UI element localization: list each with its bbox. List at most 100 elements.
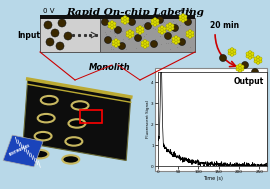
Circle shape bbox=[233, 52, 236, 55]
Circle shape bbox=[46, 38, 54, 46]
Circle shape bbox=[146, 44, 149, 47]
Circle shape bbox=[156, 22, 159, 25]
Circle shape bbox=[137, 26, 143, 33]
Circle shape bbox=[241, 61, 248, 68]
Circle shape bbox=[188, 35, 192, 38]
X-axis label: Time (s): Time (s) bbox=[203, 176, 222, 181]
Circle shape bbox=[121, 17, 124, 20]
Circle shape bbox=[220, 54, 227, 61]
Circle shape bbox=[174, 36, 178, 39]
Circle shape bbox=[236, 68, 239, 71]
Circle shape bbox=[254, 57, 257, 60]
Circle shape bbox=[177, 40, 180, 43]
Circle shape bbox=[156, 19, 159, 22]
Circle shape bbox=[58, 19, 66, 27]
Circle shape bbox=[187, 30, 194, 37]
Circle shape bbox=[228, 49, 231, 52]
Circle shape bbox=[44, 21, 52, 29]
Text: Monolith: Monolith bbox=[89, 63, 131, 72]
Circle shape bbox=[256, 61, 259, 64]
Circle shape bbox=[126, 31, 129, 34]
Circle shape bbox=[146, 41, 149, 44]
Circle shape bbox=[256, 56, 259, 59]
Circle shape bbox=[168, 28, 172, 31]
Circle shape bbox=[191, 34, 194, 37]
Bar bbox=[155, 68, 267, 171]
Circle shape bbox=[178, 39, 185, 46]
Circle shape bbox=[167, 23, 174, 30]
Circle shape bbox=[236, 65, 239, 68]
Circle shape bbox=[129, 19, 136, 26]
Circle shape bbox=[114, 26, 122, 33]
Circle shape bbox=[179, 18, 182, 21]
Circle shape bbox=[184, 18, 187, 21]
Circle shape bbox=[151, 19, 154, 22]
Circle shape bbox=[188, 30, 192, 33]
Circle shape bbox=[151, 22, 154, 25]
Text: + V: + V bbox=[179, 8, 192, 14]
Circle shape bbox=[122, 16, 129, 23]
Circle shape bbox=[230, 48, 234, 51]
Circle shape bbox=[237, 64, 244, 71]
Text: 0 V: 0 V bbox=[43, 8, 55, 14]
Circle shape bbox=[102, 19, 109, 26]
Polygon shape bbox=[3, 135, 43, 167]
Circle shape bbox=[238, 69, 242, 72]
Bar bbox=[100, 18, 195, 52]
Circle shape bbox=[163, 27, 166, 30]
Circle shape bbox=[131, 34, 134, 37]
Circle shape bbox=[126, 34, 129, 37]
Circle shape bbox=[180, 15, 187, 22]
Circle shape bbox=[131, 31, 134, 34]
Circle shape bbox=[104, 36, 112, 43]
Circle shape bbox=[247, 51, 254, 59]
Circle shape bbox=[126, 17, 129, 20]
Circle shape bbox=[164, 33, 171, 40]
Circle shape bbox=[158, 27, 161, 30]
Circle shape bbox=[259, 57, 262, 60]
Circle shape bbox=[255, 57, 262, 64]
Circle shape bbox=[228, 52, 231, 55]
Circle shape bbox=[251, 52, 254, 55]
Text: Output: Output bbox=[234, 77, 264, 86]
Circle shape bbox=[144, 22, 151, 29]
Circle shape bbox=[64, 32, 72, 40]
Circle shape bbox=[168, 22, 172, 26]
Text: Rapid On-chip Labeling: Rapid On-chip Labeling bbox=[66, 8, 204, 17]
Circle shape bbox=[184, 19, 191, 26]
Circle shape bbox=[238, 64, 242, 67]
Circle shape bbox=[241, 68, 244, 71]
Circle shape bbox=[119, 43, 126, 50]
Circle shape bbox=[233, 49, 236, 52]
Circle shape bbox=[166, 24, 169, 27]
Circle shape bbox=[153, 18, 157, 21]
Circle shape bbox=[158, 26, 166, 33]
Circle shape bbox=[158, 30, 161, 33]
Circle shape bbox=[184, 15, 187, 18]
Circle shape bbox=[114, 39, 118, 42]
Circle shape bbox=[172, 37, 175, 40]
Y-axis label: Fluorescent Signal: Fluorescent Signal bbox=[146, 100, 150, 138]
Bar bbox=[40, 15, 195, 19]
Circle shape bbox=[117, 40, 120, 43]
Circle shape bbox=[153, 23, 157, 26]
Circle shape bbox=[173, 36, 180, 43]
Circle shape bbox=[136, 27, 139, 30]
Circle shape bbox=[139, 31, 141, 34]
Circle shape bbox=[241, 65, 244, 68]
Ellipse shape bbox=[41, 96, 58, 104]
Circle shape bbox=[123, 15, 127, 19]
Circle shape bbox=[186, 31, 189, 34]
Circle shape bbox=[113, 22, 116, 25]
Ellipse shape bbox=[69, 119, 85, 128]
Circle shape bbox=[171, 25, 178, 32]
Circle shape bbox=[259, 60, 262, 63]
Circle shape bbox=[51, 29, 59, 37]
Circle shape bbox=[143, 45, 147, 48]
Circle shape bbox=[141, 41, 144, 44]
Circle shape bbox=[166, 27, 169, 30]
Ellipse shape bbox=[32, 150, 49, 158]
Text: CENTIMETERS: CENTIMETERS bbox=[9, 143, 31, 157]
Circle shape bbox=[112, 43, 115, 46]
Circle shape bbox=[141, 30, 144, 33]
